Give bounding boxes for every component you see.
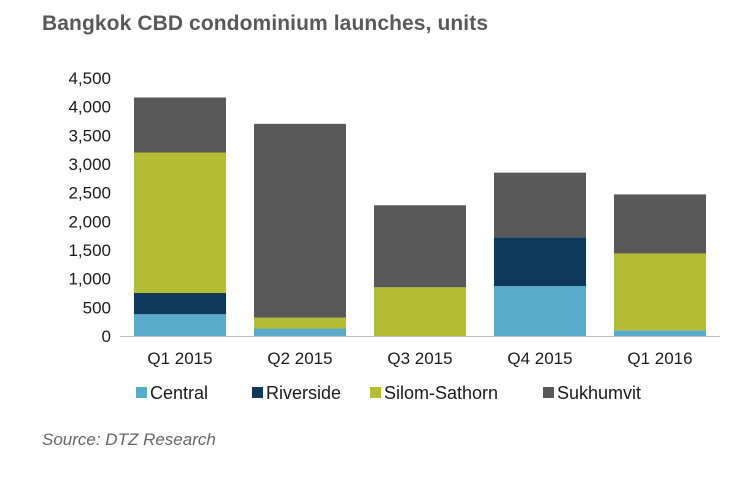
x-tick-label: Q2 2015 xyxy=(267,349,332,368)
bar-segment xyxy=(134,293,226,315)
legend-swatch xyxy=(252,387,263,398)
bar-segment xyxy=(614,253,706,331)
bar-segment xyxy=(254,317,346,329)
y-tick-label: 1,000 xyxy=(68,270,111,289)
y-tick-label: 0 xyxy=(102,327,111,346)
bars xyxy=(134,97,706,336)
x-tick-label: Q3 2015 xyxy=(387,349,452,368)
bar-segment xyxy=(134,152,226,293)
legend: Central Riverside Silom-Sathorn Sukhumvit xyxy=(136,383,641,403)
y-tick-label: 3,500 xyxy=(68,126,111,145)
source-note: Source: DTZ Research xyxy=(42,430,216,449)
chart-title: Bangkok CBD condominium launches, units xyxy=(42,12,489,35)
y-tick-label: 1,500 xyxy=(68,241,111,260)
legend-swatch xyxy=(370,387,381,398)
y-tick-label: 4,000 xyxy=(68,98,111,117)
legend-label: Riverside xyxy=(266,383,341,403)
y-tick-label: 2,500 xyxy=(68,184,111,203)
bar-segment xyxy=(374,287,466,336)
x-tick-label: Q4 2015 xyxy=(507,349,572,368)
bar-segment xyxy=(614,194,706,254)
y-tick-label: 2,000 xyxy=(68,212,111,231)
bar-segment xyxy=(134,97,226,153)
y-tick-label: 500 xyxy=(83,298,111,317)
legend-swatch xyxy=(543,387,554,398)
bar-segment xyxy=(494,172,586,238)
legend-label: Central xyxy=(150,383,208,403)
y-tick-label: 4,500 xyxy=(68,69,111,88)
legend-label: Sukhumvit xyxy=(557,383,641,403)
legend-label: Silom-Sathorn xyxy=(384,383,498,403)
bar-segment xyxy=(254,328,346,336)
bar-segment xyxy=(494,286,586,336)
bar-segment xyxy=(134,314,226,336)
legend-swatch xyxy=(136,387,147,398)
bar-segment xyxy=(494,237,586,287)
bar-segment xyxy=(614,330,706,336)
bar-segment xyxy=(374,205,466,288)
x-tick-label: Q1 2016 xyxy=(627,349,692,368)
bar-segment xyxy=(254,123,346,318)
y-tick-label: 3,000 xyxy=(68,155,111,174)
x-axis: Q1 2015 Q2 2015 Q3 2015 Q4 2015 Q1 2016 xyxy=(147,349,692,368)
y-axis: 0 500 1,000 1,500 2,000 2,500 3,000 3,500 4,000 4… xyxy=(68,69,111,346)
x-tick-label: Q1 2015 xyxy=(147,349,212,368)
